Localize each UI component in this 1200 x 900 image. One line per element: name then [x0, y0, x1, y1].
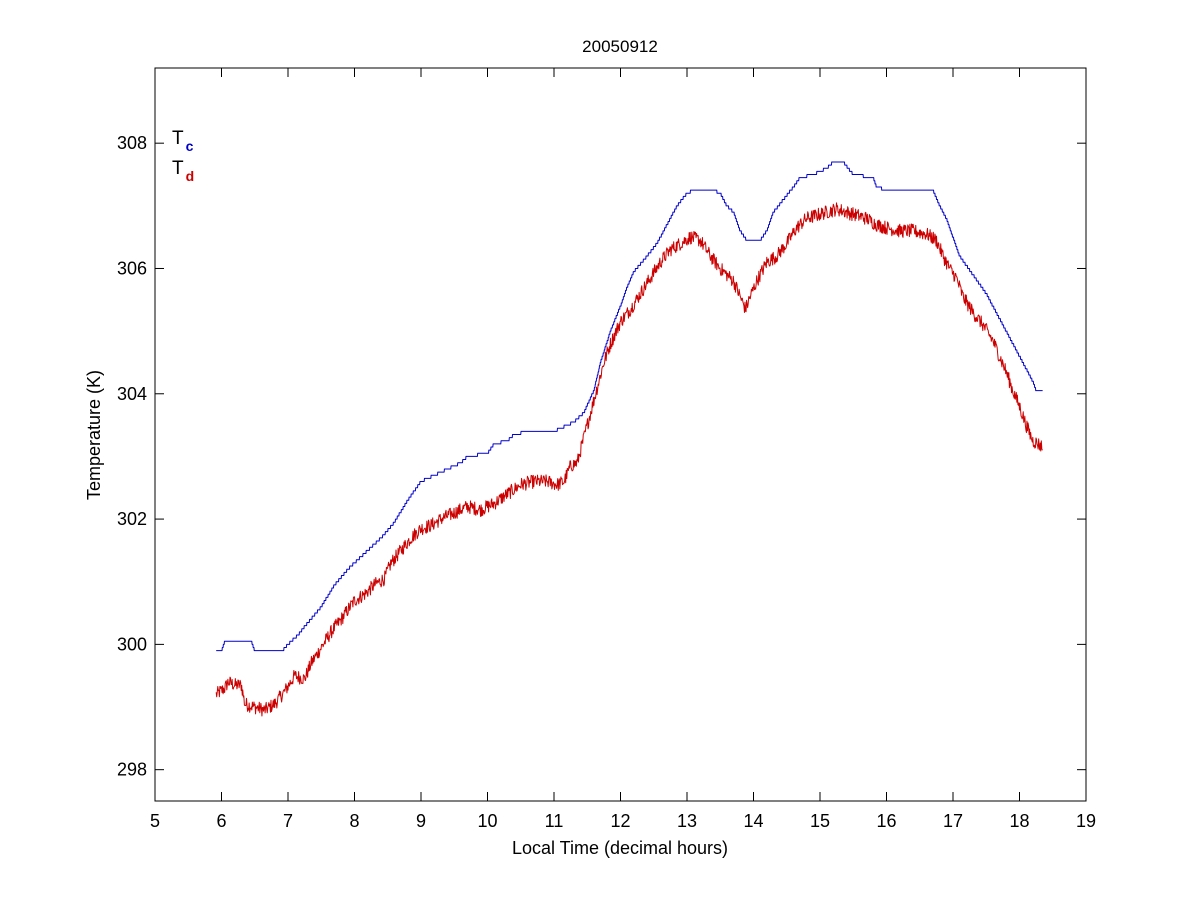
x-tick-label: 18	[1009, 811, 1029, 831]
x-tick-label: 14	[743, 811, 763, 831]
x-tick-label: 6	[216, 811, 226, 831]
x-tick-label: 5	[150, 811, 160, 831]
y-tick-label: 300	[117, 634, 147, 654]
y-axis: 298 300 302 304 306 308	[117, 133, 1086, 780]
x-tick-label: 13	[677, 811, 697, 831]
x-tick-label: 9	[416, 811, 426, 831]
y-tick-label: 304	[117, 384, 147, 404]
x-tick-label: 15	[810, 811, 830, 831]
x-tick-label: 12	[610, 811, 630, 831]
y-axis-label: Temperature (K)	[84, 370, 104, 500]
x-tick-label: 16	[876, 811, 896, 831]
x-axis-label: Local Time (decimal hours)	[512, 838, 728, 858]
series-line-td	[215, 202, 1043, 717]
chart-title: 20050912	[582, 37, 658, 56]
x-tick-label: 19	[1076, 811, 1096, 831]
y-tick-label: 302	[117, 509, 147, 529]
x-tick-label: 7	[283, 811, 293, 831]
y-tick-label: 298	[117, 760, 147, 780]
y-tick-label: 308	[117, 133, 147, 153]
series-layer	[215, 161, 1043, 717]
series-line-tc	[215, 161, 1043, 652]
x-tick-label: 8	[349, 811, 359, 831]
x-tick-label: 17	[943, 811, 963, 831]
x-axis: 5 6 7 8 9 10 11 12 13 14 15 16 17 18 19	[150, 68, 1096, 831]
y-tick-label: 306	[117, 258, 147, 278]
x-tick-label: 11	[545, 811, 564, 831]
x-tick-label: 10	[477, 811, 497, 831]
